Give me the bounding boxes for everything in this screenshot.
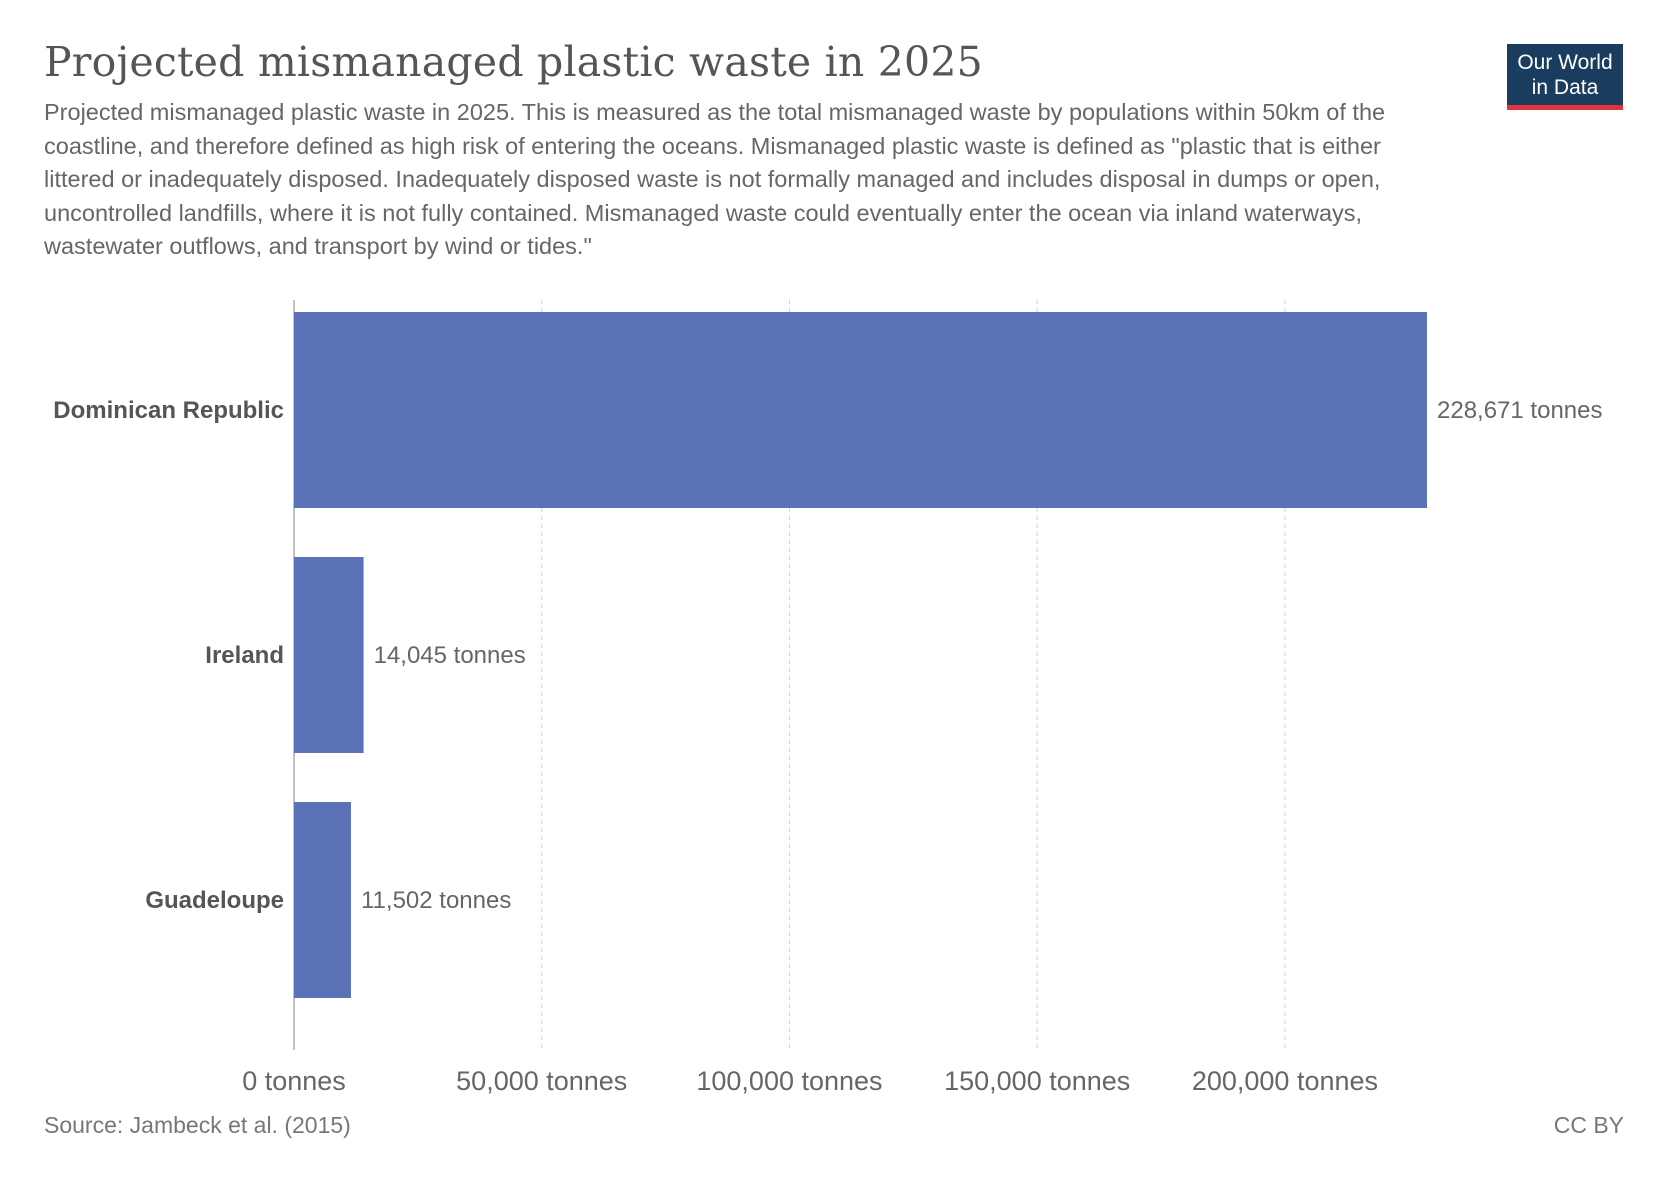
category-label: Ireland xyxy=(205,642,284,669)
chart-subtitle: Projected mismanaged plastic waste in 20… xyxy=(44,99,1386,259)
value-label: 11,502 tonnes xyxy=(361,887,511,914)
value-label: 228,671 tonnes xyxy=(1437,397,1602,424)
category-label: Guadeloupe xyxy=(145,887,284,914)
chart-title: Projected mismanaged plastic waste in 20… xyxy=(44,38,983,86)
bar[interactable] xyxy=(294,802,351,998)
x-tick-label: 200,000 tonnes xyxy=(1192,1066,1378,1096)
value-label: 14,045 tonnes xyxy=(374,642,526,669)
logo-accent-bar xyxy=(1507,105,1623,110)
x-tick-label: 100,000 tonnes xyxy=(696,1066,882,1096)
bar-chart: 0 tonnes 50,000 tonnes 100,000 tonnes 150,0… xyxy=(53,300,1602,1096)
bar[interactable] xyxy=(294,557,364,753)
license-link[interactable]: CC BY xyxy=(1553,1112,1624,1138)
category-label: Dominican Republic xyxy=(53,397,284,424)
logo-line-2: in Data xyxy=(1531,76,1599,99)
logo-line-1: Our World xyxy=(1517,51,1613,74)
owid-logo[interactable]: Our World in Data xyxy=(1507,44,1623,110)
labels: 0 tonnes 50,000 tonnes 100,000 tonnes 150,0… xyxy=(53,397,1602,1096)
source-note[interactable]: Source: Jambeck et al. (2015) xyxy=(44,1112,351,1138)
x-tick-label: 50,000 tonnes xyxy=(456,1066,627,1096)
x-tick-label: 150,000 tonnes xyxy=(944,1066,1130,1096)
x-tick-label: 0 tonnes xyxy=(242,1066,346,1096)
bars xyxy=(294,312,1427,998)
bar[interactable] xyxy=(294,312,1427,508)
